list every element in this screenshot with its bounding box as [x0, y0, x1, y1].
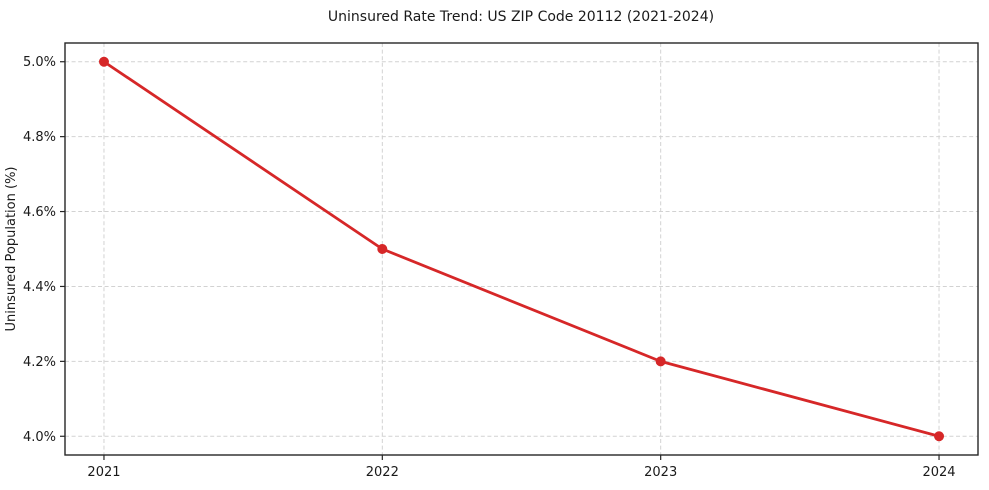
y-axis-label: Uninsured Population (%)	[4, 167, 19, 332]
x-tick-label: 2022	[366, 465, 399, 480]
data-point-2024	[934, 431, 945, 442]
chart-title: Uninsured Rate Trend: US ZIP Code 20112 …	[328, 9, 714, 25]
axis-ticks: 4.0% 4.2% 4.4% 4.6% 4.8% 5.0% 2021 2022 2023 2024	[23, 55, 956, 480]
x-tick-label: 2023	[644, 465, 677, 480]
trend-line	[102, 60, 941, 438]
data-point-2023	[655, 356, 666, 367]
data-series	[98, 56, 945, 442]
axes-border	[64, 42, 979, 456]
y-tick-label: 5.0%	[23, 55, 56, 70]
x-tick-label: 2024	[922, 465, 955, 480]
data-point-2022	[377, 244, 388, 254]
x-tick-label: 2021	[87, 465, 120, 480]
data-point-2021	[98, 56, 109, 67]
plot-frame	[64, 42, 979, 456]
y-tick-label: 4.4%	[23, 280, 56, 295]
y-tick-label: 4.2%	[23, 355, 56, 370]
y-tick-label: 4.0%	[23, 430, 56, 445]
gridlines	[65, 43, 978, 455]
y-tick-label: 4.8%	[23, 130, 56, 145]
y-tick-label: 4.6%	[23, 205, 56, 220]
